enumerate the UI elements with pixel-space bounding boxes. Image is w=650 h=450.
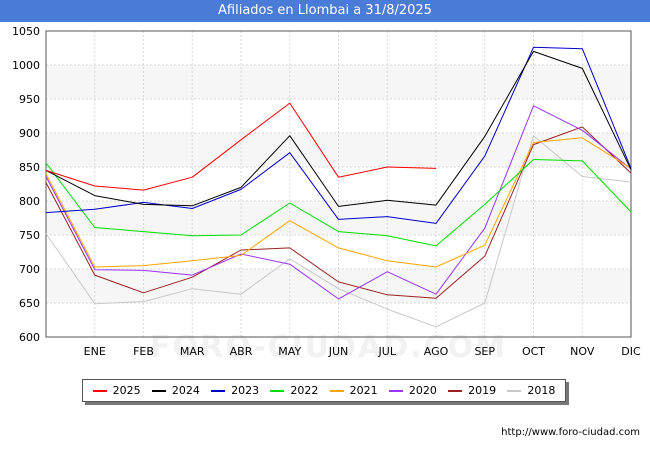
x-tick-label: MAR — [180, 345, 205, 358]
x-tick-label: AGO — [424, 345, 449, 358]
x-tick-label: MAY — [278, 345, 301, 358]
axes — [45, 30, 632, 338]
series-line-2022 — [45, 159, 632, 247]
legend-item-2019: 2019 — [448, 384, 496, 397]
series-line-2020 — [45, 105, 632, 300]
x-tick-label: JUL — [378, 345, 397, 358]
legend: 2025 2024 2023 2022 2021 2020 2019 2018 — [82, 379, 566, 402]
legend-swatch — [388, 389, 403, 392]
legend-label: 2023 — [231, 384, 260, 397]
background-band — [46, 133, 631, 167]
legend-label: 2020 — [408, 384, 437, 397]
watermark: FORO-CIUDAD.COM — [150, 330, 507, 365]
y-tick-label: 650 — [19, 297, 40, 310]
legend-label: 2024 — [171, 384, 200, 397]
x-tick-label: ENE — [84, 345, 106, 358]
x-tick-label: SEP — [474, 345, 495, 358]
legend-item-2018: 2018 — [507, 384, 555, 397]
series-line-2025 — [45, 102, 437, 191]
line-chart: 600 650 700 750 800 850 900 950 1000 1050 ENE FEB M… — [12, 25, 641, 358]
legend-swatch — [329, 389, 344, 392]
chart-title: Afiliados en Llombai a 31/8/2025 — [0, 0, 650, 22]
series-line-2018 — [45, 135, 632, 328]
legend-item-2021: 2021 — [329, 384, 378, 397]
series-line-2019 — [45, 126, 632, 299]
y-tick-label: 750 — [19, 229, 40, 242]
legend-label: 2018 — [527, 384, 556, 397]
legend-label: 2019 — [468, 384, 497, 397]
legend-label: 2021 — [349, 384, 378, 397]
y-tick-label: 1050 — [12, 25, 40, 38]
x-tick-label: JUN — [328, 345, 349, 358]
y-tick-label: 600 — [19, 331, 40, 344]
legend-item-2020: 2020 — [388, 384, 437, 397]
series-line-2023 — [45, 46, 632, 224]
background-band — [46, 65, 631, 99]
legend-swatch — [448, 389, 463, 392]
y-tick-label: 950 — [19, 93, 40, 106]
y-tick-label: 800 — [19, 195, 40, 208]
legend-swatch — [270, 389, 285, 392]
legend-swatch — [211, 389, 226, 392]
legend-swatch — [151, 389, 166, 392]
legend-item-2022: 2022 — [270, 384, 318, 397]
background-band — [46, 269, 631, 303]
series-line-2021 — [45, 137, 632, 268]
legend-swatch — [92, 389, 107, 392]
source-url: http://www.foro-ciudad.com — [501, 427, 640, 438]
x-tick-label: NOV — [570, 345, 595, 358]
y-tick-labels: 600 650 700 750 800 850 900 950 1000 1050 — [12, 25, 40, 344]
x-tick-label: FEB — [133, 345, 154, 358]
legend-item-2025: 2025 — [92, 384, 141, 397]
y-tick-label: 850 — [19, 161, 40, 174]
x-tick-labels: ENE FEB MAR ABR MAY JUN JUL AGO SEP OCT NOV DIC — [84, 345, 641, 358]
y-tick-label: 1000 — [12, 59, 40, 72]
y-tick-label: 700 — [19, 263, 40, 276]
x-tick-label: OCT — [522, 345, 545, 358]
legend-item-2024: 2024 — [151, 384, 200, 397]
legend-label: 2022 — [290, 384, 319, 397]
legend-swatch — [507, 389, 522, 392]
x-tick-label: DIC — [621, 345, 641, 358]
legend-item-2023: 2023 — [211, 384, 259, 397]
series-lines — [45, 46, 632, 328]
x-tick-label: ABR — [230, 345, 253, 358]
legend-label: 2025 — [112, 384, 141, 397]
series-line-2024 — [45, 50, 632, 207]
plot-frame — [45, 30, 632, 338]
y-tick-label: 900 — [19, 127, 40, 140]
